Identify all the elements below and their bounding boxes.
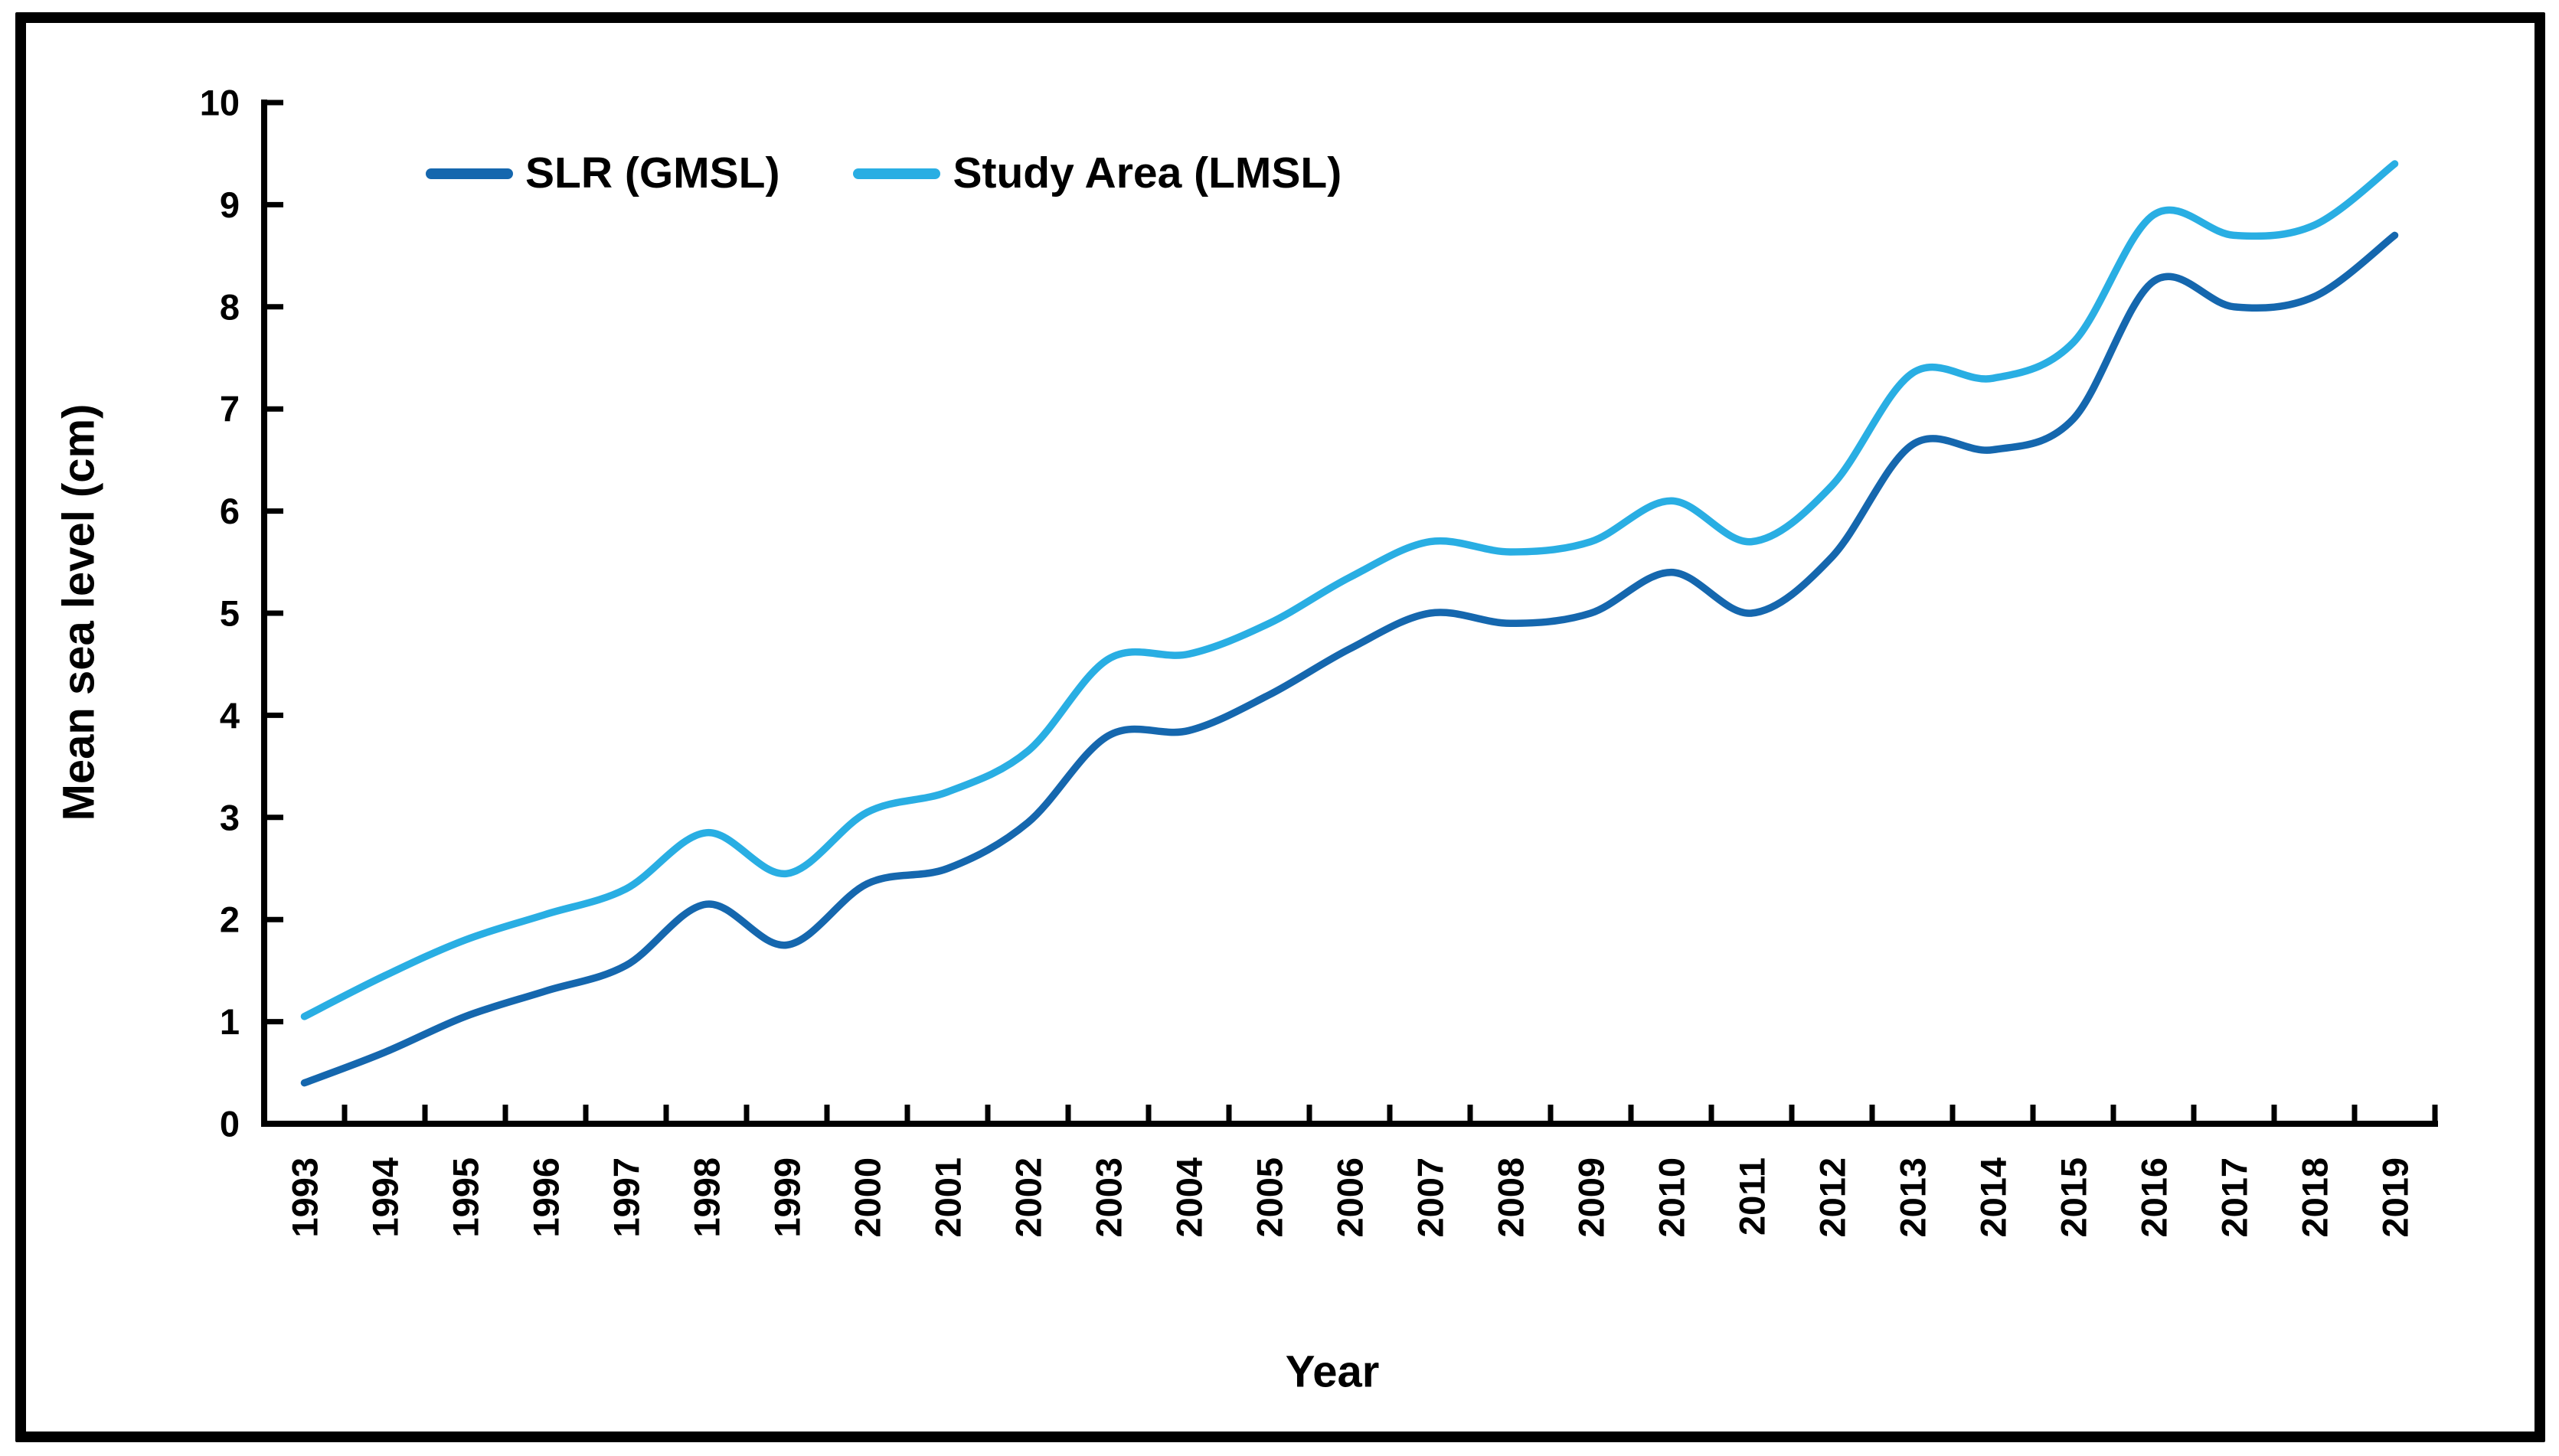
y-tick-label: 1	[220, 1001, 240, 1042]
y-tick-label: 7	[220, 389, 240, 429]
x-tick-label: 2004	[1169, 1157, 1210, 1238]
x-tick-label: 2019	[2375, 1157, 2416, 1238]
y-tick-label: 2	[220, 899, 240, 940]
x-tick-label: 1993	[285, 1157, 325, 1238]
x-tick-label: 2005	[1250, 1157, 1290, 1238]
x-tick-label: 1999	[767, 1157, 808, 1238]
x-tick-label: 1998	[687, 1157, 727, 1238]
x-tick-label: 2012	[1812, 1157, 1853, 1238]
x-tick-label: 2018	[2295, 1157, 2335, 1238]
legend-item-gmsl: SLR (GMSL)	[426, 152, 779, 195]
x-tick-label: 2001	[928, 1157, 969, 1238]
lmsl-series-line	[300, 160, 2399, 1020]
y-tick-label: 5	[220, 593, 240, 634]
y-tick-label: 8	[220, 286, 240, 327]
y-tick-label: 0	[220, 1104, 240, 1144]
x-tick-label: 1997	[606, 1157, 647, 1238]
gmsl-line-swatch	[426, 168, 513, 179]
x-tick-label: 2014	[1973, 1157, 2014, 1238]
y-tick-label: 4	[220, 695, 240, 736]
x-tick-label: 1996	[526, 1157, 567, 1238]
x-tick-label: 2015	[2054, 1157, 2094, 1238]
x-tick-label: 2002	[1008, 1157, 1049, 1238]
y-tick-label: 6	[220, 491, 240, 531]
y-tick-label: 9	[220, 184, 240, 225]
x-tick-label: 1994	[365, 1157, 406, 1238]
lmsl-line-swatch	[853, 168, 941, 179]
x-axis-title: Year	[1285, 1347, 1380, 1397]
y-axis-title: Mean sea level (cm)	[54, 403, 104, 821]
legend-item-lmsl: Study Area (LMSL)	[853, 152, 1342, 195]
x-tick-label: 2016	[2134, 1157, 2175, 1238]
x-tick-label: 2007	[1410, 1157, 1451, 1238]
x-tick-label: 2013	[1893, 1157, 1933, 1238]
x-tick-label: 2011	[1732, 1157, 1773, 1236]
legend-label-gmsl: SLR (GMSL)	[525, 149, 780, 198]
x-tick-label: 2009	[1571, 1157, 1612, 1238]
chart-legend: SLR (GMSL) Study Area (LMSL)	[426, 152, 1342, 195]
x-tick-label: 2008	[1491, 1157, 1531, 1238]
y-tick-label: 3	[220, 797, 240, 837]
x-tick-label: 2010	[1652, 1157, 1692, 1238]
x-tick-label: 2003	[1089, 1157, 1129, 1238]
y-tick-label: 10	[200, 83, 240, 123]
x-tick-label: 2017	[2214, 1157, 2255, 1238]
legend-label-lmsl: Study Area (LMSL)	[953, 149, 1342, 198]
x-tick-label: 2006	[1330, 1157, 1371, 1238]
x-tick-label: 2000	[848, 1157, 888, 1238]
gmsl-series-line	[300, 231, 2399, 1087]
x-tick-label: 1995	[446, 1157, 486, 1238]
